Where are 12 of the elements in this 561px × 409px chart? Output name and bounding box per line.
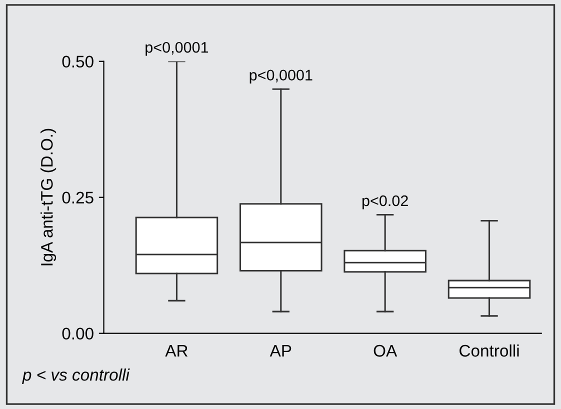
- x-tick-label: Controlli: [460, 344, 519, 357]
- y-tick-label: 0.50: [62, 56, 94, 68]
- y-tick-label: 0.25: [62, 192, 94, 204]
- y-axis-title: IgA anti-tTG (D.O.): [40, 128, 56, 266]
- annotation: p<0,0001: [146, 42, 208, 56]
- x-tick-label: AR: [165, 345, 188, 357]
- annotation: p<0,0001: [250, 70, 312, 84]
- annotation: p<0.02: [362, 195, 408, 210]
- x-tick-label: OA: [374, 344, 398, 357]
- x-tick-label: AP: [270, 345, 292, 357]
- y-tick-label: 0.00: [62, 328, 94, 340]
- text: p < vs controlli: [22, 368, 130, 384]
